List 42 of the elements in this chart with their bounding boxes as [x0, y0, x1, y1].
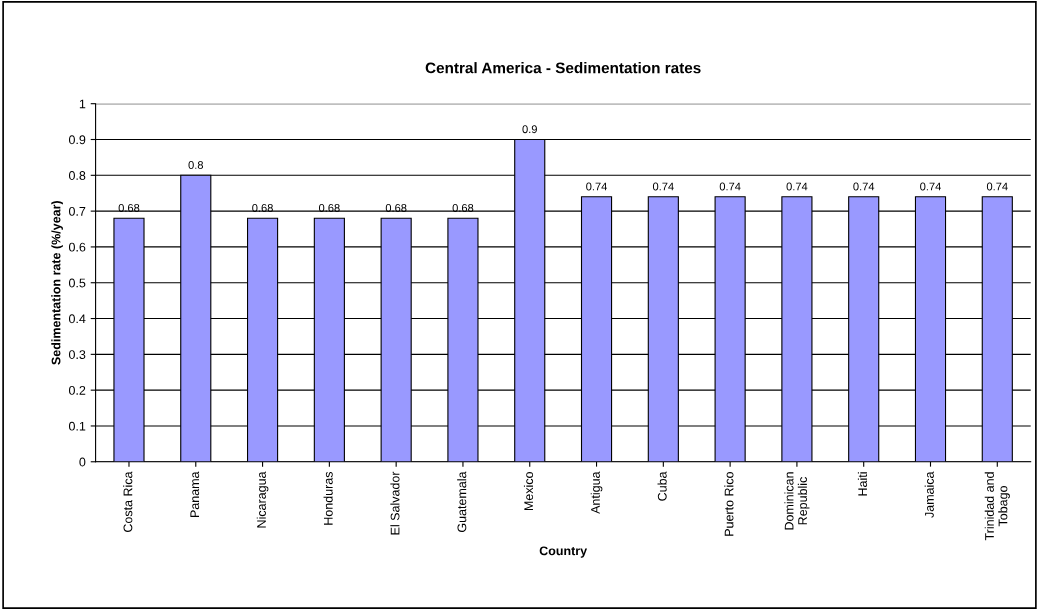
x-tick-label: Antigua	[590, 471, 603, 514]
data-label: 0.68	[318, 204, 340, 212]
x-tick-label: Haiti	[857, 472, 868, 496]
y-tick-label: 1	[79, 99, 86, 109]
x-tick-label: Dominican Republic	[784, 472, 810, 530]
y-tick-label: 0.2	[68, 385, 86, 395]
x-tick-label: Cuba	[657, 471, 667, 501]
y-tick-label: 0.9	[68, 135, 86, 145]
x-tick-label: Guatemala	[457, 471, 467, 532]
x-axis-title: Country	[539, 546, 588, 558]
y-tick-label: 0.1	[68, 421, 86, 431]
data-label: 0.74	[986, 182, 1008, 191]
x-tick-label: Jamaica	[924, 471, 934, 518]
data-label: 0.74	[586, 182, 608, 191]
data-label: 0.9	[522, 125, 537, 134]
x-tick-label: Mexico	[523, 472, 534, 511]
y-tick-label: 0.3	[68, 350, 86, 359]
x-tick-label: Honduras	[323, 471, 333, 525]
y-tick-label: 0.8	[68, 171, 86, 180]
x-tick-label: Costa Rica	[123, 471, 133, 532]
data-label: 0.74	[920, 182, 941, 191]
data-label: 0.74	[719, 182, 741, 191]
x-tick-label: Panama	[190, 471, 200, 518]
y-tick-label: 0.5	[68, 278, 86, 288]
data-label: 0.8	[188, 161, 204, 169]
data-label: 0.68	[385, 204, 407, 212]
x-tick-label: El Salvador	[390, 471, 400, 535]
chart-title: Central America - Sedimentation rates	[425, 62, 701, 74]
data-label: 0.74	[786, 182, 808, 191]
y-tick-label: 0.4	[68, 314, 86, 324]
data-label: 0.74	[853, 182, 875, 191]
data-label: 0.68	[118, 204, 140, 212]
x-tick-label: Nicaragua	[256, 471, 269, 528]
y-tick-label: 0	[79, 457, 86, 467]
x-tick-label: Puerto Rico	[724, 472, 734, 536]
data-label: 0.68	[252, 204, 273, 212]
y-tick-label: 0.7	[68, 206, 86, 216]
data-label: 0.68	[452, 204, 474, 212]
y-tick-label: 0.6	[68, 242, 86, 252]
data-label: 0.74	[652, 182, 674, 191]
x-tick-label: Trinidad and Tobago	[984, 472, 1010, 541]
y-axis-title: Sedimentation rate (%/year)	[51, 201, 63, 365]
